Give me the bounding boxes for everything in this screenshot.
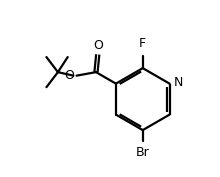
Text: N: N	[173, 76, 183, 89]
Text: O: O	[93, 39, 103, 52]
Text: O: O	[64, 69, 74, 82]
Text: Br: Br	[136, 146, 150, 159]
Text: F: F	[139, 37, 146, 50]
